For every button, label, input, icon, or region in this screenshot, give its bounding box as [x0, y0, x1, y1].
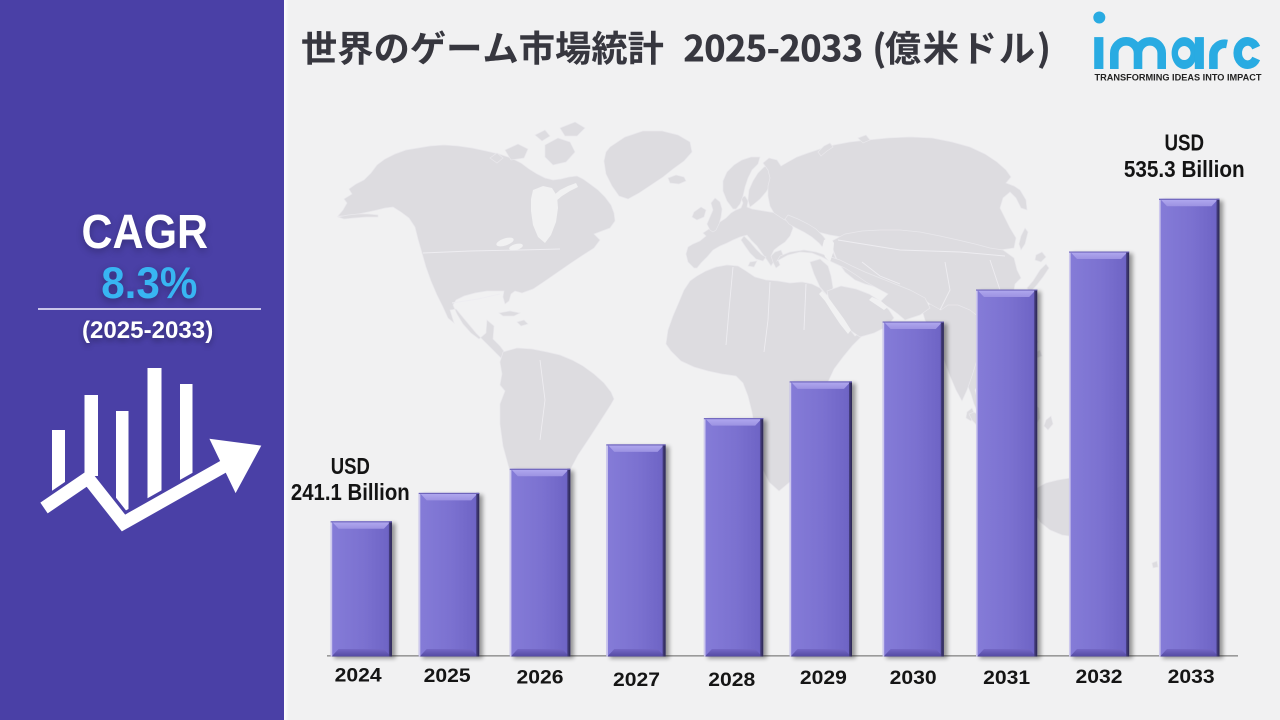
svg-text:2026: 2026: [517, 666, 564, 688]
svg-text:2032: 2032: [1076, 666, 1123, 688]
svg-text:2028: 2028: [708, 669, 755, 691]
svg-text:2027: 2027: [613, 669, 660, 691]
svg-text:2029: 2029: [800, 667, 847, 689]
svg-text:2024: 2024: [335, 665, 382, 687]
svg-text:535.3 Billion: 535.3 Billion: [1124, 156, 1245, 182]
svg-text:241.1 Billion: 241.1 Billion: [291, 479, 410, 505]
svg-text:2025: 2025: [424, 665, 471, 687]
svg-text:TRANSFORMING IDEAS INTO IMPACT: TRANSFORMING IDEAS INTO IMPACT: [1095, 73, 1263, 83]
svg-text:USD: USD: [1165, 129, 1205, 155]
svg-text:2030: 2030: [890, 667, 937, 689]
svg-text:2031: 2031: [983, 667, 1030, 689]
svg-text:2033: 2033: [1168, 666, 1215, 688]
svg-text:USD: USD: [331, 453, 370, 479]
